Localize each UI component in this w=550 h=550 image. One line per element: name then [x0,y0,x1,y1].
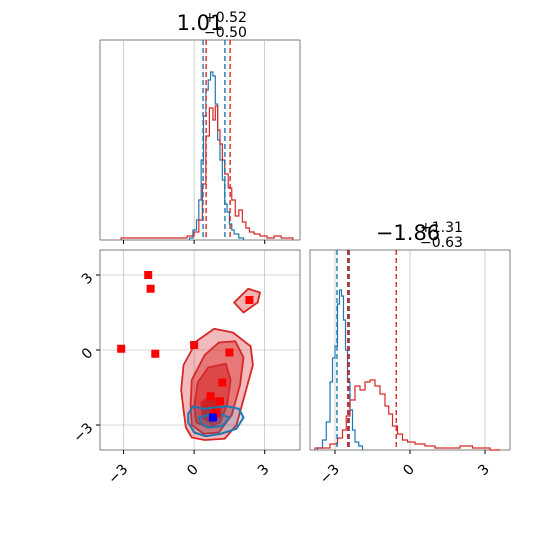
marker-square [144,271,153,279]
side-histogram-grid [334,250,486,450]
side-histogram-title: −1.86 [376,221,440,245]
y-tick-label: −3 [70,420,96,446]
scatter-markers [117,271,254,422]
side-histogram-quantile-lines [336,250,397,450]
side-title-lower: −0.63 [420,235,463,251]
x-tick-label: −3 [317,462,343,488]
marker-square [146,284,155,293]
marker-square [216,397,224,406]
top-histogram-grid [123,40,266,240]
top-title-lower: −0.50 [204,25,247,41]
top-histogram-quantile-lines [202,40,231,240]
top-histogram-ticks [123,240,266,244]
top-histogram-panel: 1.01 +0.52 −0.50 [99,10,301,244]
marker-square [151,349,160,358]
marker-square [117,344,126,353]
side-title-upper: +1.31 [420,220,463,236]
x-tick-label: 0 [400,462,418,480]
side-histogram-panel: −3 0 3 −1.86 +1.31 −0.63 [309,220,511,487]
top-histogram-series-a [188,71,245,240]
side-histogram-series-b [314,379,500,451]
truth-marker [208,413,217,422]
marker-square [245,296,254,304]
side-title-value: −1.86 [376,221,440,245]
top-title-upper: +0.52 [204,10,247,26]
top-title-value: 1.01 [177,11,224,35]
scatter-2d-panel: −3 0 3 −3 0 3 [70,249,301,488]
x-tick-label: 3 [475,462,493,480]
top-histogram-title: 1.01 [177,11,224,35]
side-histogram-series-a [316,289,364,450]
top-histogram-frame [99,39,301,241]
marker-square [225,348,234,357]
side-histogram-ticks: −3 0 3 [317,450,493,487]
y-tick-label: 3 [79,270,97,288]
x-tick-label: −3 [105,462,131,488]
x-tick-label: 0 [184,462,202,480]
top-histogram-series-b [120,105,294,240]
y-tick-label: 0 [79,345,97,363]
marker-square [190,341,199,349]
x-tick-label: 3 [255,462,273,480]
marker-square [218,378,227,387]
marker-square [206,392,215,401]
